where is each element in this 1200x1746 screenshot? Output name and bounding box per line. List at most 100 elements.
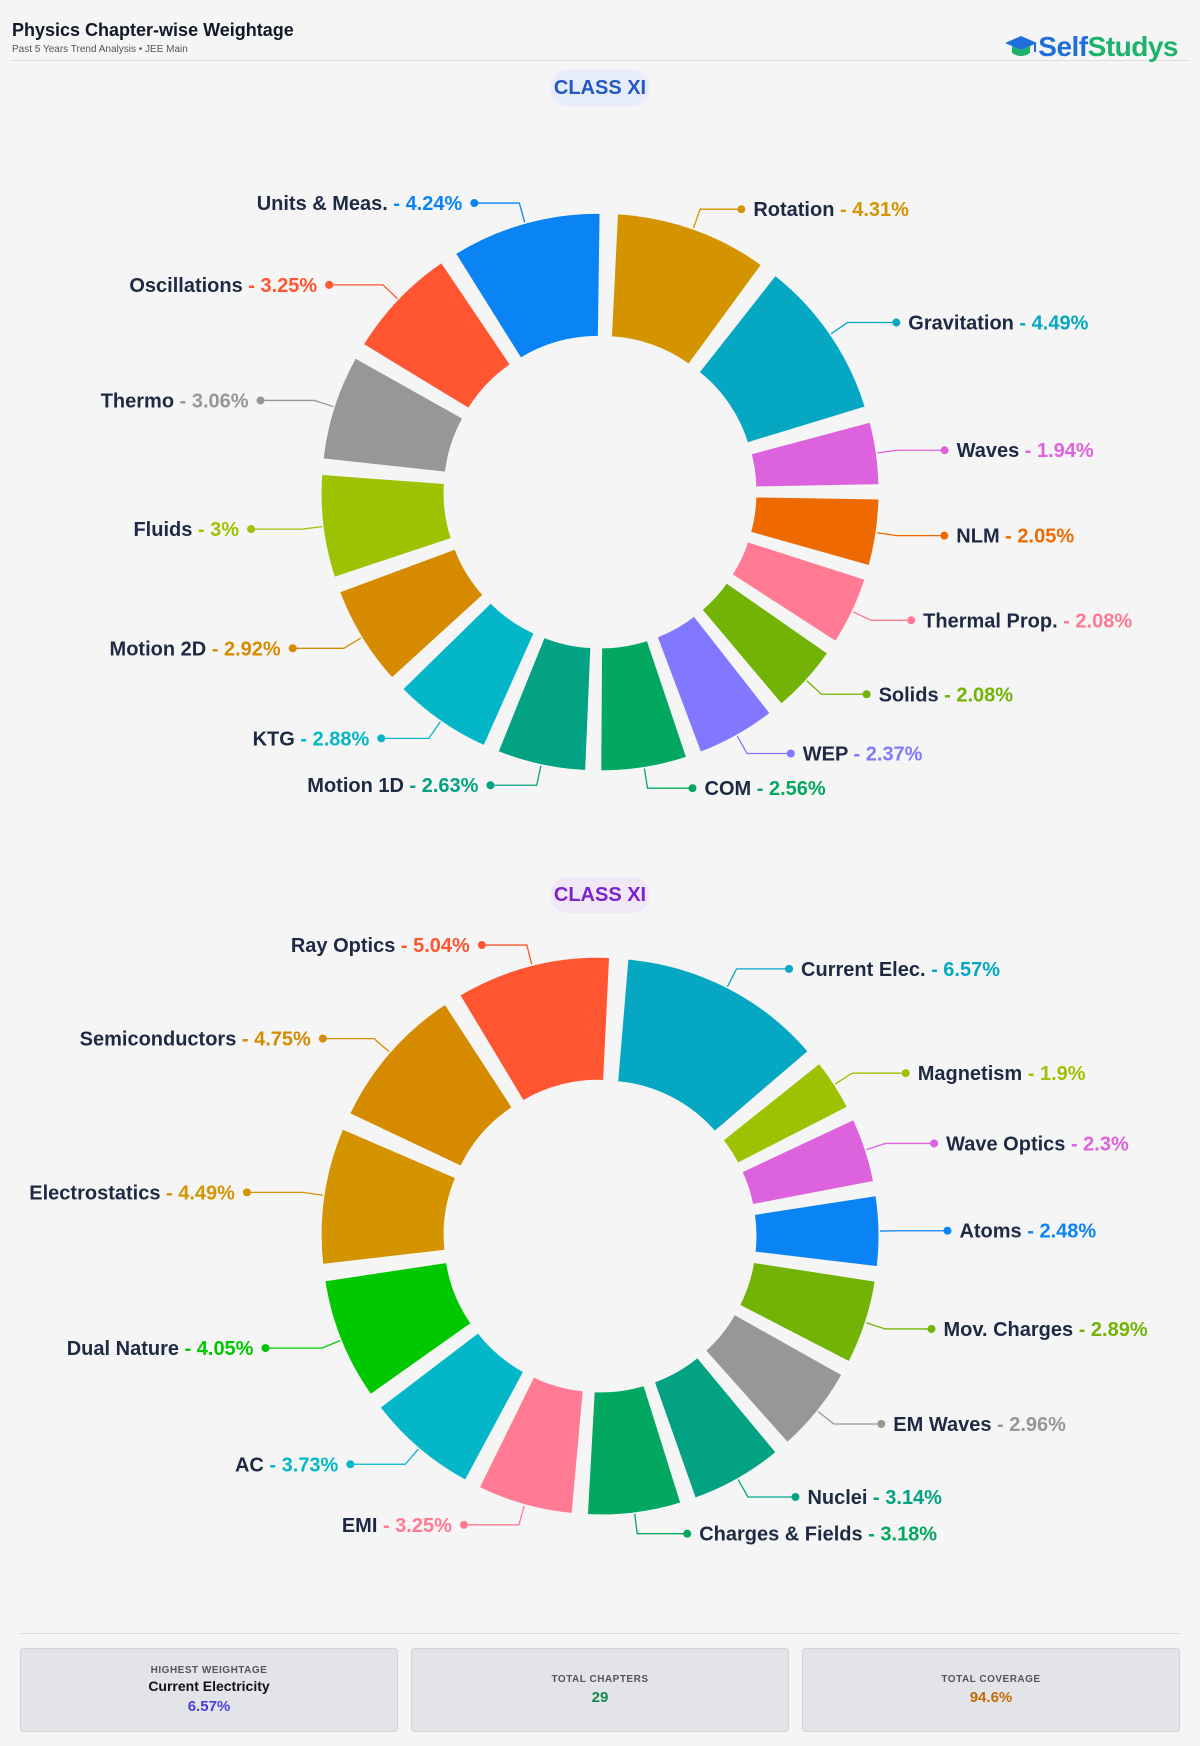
leader-line-units-meas [474, 202, 526, 223]
data-label-thermo: Thermo - 3.06% [101, 390, 249, 412]
data-label-fluids: Fluids - 3% [133, 519, 239, 541]
leader-line-semiconductors [322, 1037, 390, 1053]
leader-dot-units-meas [470, 199, 479, 208]
brand-name-part1: Self [1038, 31, 1088, 62]
slice-wep[interactable] [654, 612, 774, 756]
page-title: Physics Chapter-wise Weightage [12, 20, 294, 40]
slice-units-meas[interactable] [452, 210, 603, 362]
stat-chapter-highest: Current Electricity [148, 1678, 270, 1694]
leader-dot-mov-charges [927, 1324, 936, 1333]
data-label-magnetism: Magnetism - 1.9% [918, 1063, 1086, 1085]
slice-em-waves[interactable] [702, 1311, 846, 1446]
stat-label-coverage: TOTAL COVERAGE [941, 1674, 1041, 1685]
leader-dot-ac [346, 1460, 355, 1469]
slice-ktg[interactable] [399, 599, 538, 749]
leader-dot-em-waves [877, 1419, 886, 1428]
slice-thermal-prop[interactable] [728, 538, 869, 645]
slice-motion-2d[interactable] [336, 545, 487, 682]
data-label-solids: Solids - 2.08% [879, 684, 1014, 706]
slice-oscillations[interactable] [360, 259, 514, 412]
stat-value-highest: 6.57% [187, 1698, 231, 1715]
leader-line-ac [350, 1448, 419, 1465]
brand-name: SelfStudys [1038, 31, 1178, 63]
chart-title-class-xii: CLASS XI [550, 877, 650, 913]
graduation-cap-icon [1005, 36, 1038, 56]
leader-dot-wave-optics [930, 1139, 939, 1148]
leader-dot-fluids [247, 525, 256, 534]
data-label-com: COM - 2.56% [705, 778, 826, 800]
stat-value-coverage: 94.6% [969, 1689, 1013, 1706]
slice-thermo[interactable] [320, 354, 467, 475]
slice-solids[interactable] [698, 579, 832, 708]
data-label-emi: EMI - 3.25% [342, 1515, 452, 1537]
data-label-thermal-prop: Thermal Prop. - 2.08% [923, 610, 1132, 632]
slice-waves[interactable] [748, 419, 882, 490]
data-label-nlm: NLM - 2.05% [956, 526, 1074, 548]
slice-nuclei[interactable] [651, 1354, 780, 1502]
data-label-wep: WEP - 2.37% [803, 743, 923, 765]
page-subtitle: Past 5 Years Trend Analysis • JEE Main [12, 44, 188, 55]
slice-ray-optics[interactable] [456, 954, 613, 1105]
data-label-charges-fields: Charges & Fields - 3.18% [699, 1524, 937, 1546]
brand-logo[interactable]: SelfStudys [1004, 31, 1179, 63]
leader-dot-com [688, 784, 697, 793]
leader-line-motion-1d [490, 765, 542, 786]
leader-dot-thermal-prop [907, 616, 916, 625]
data-label-ktg: KTG - 2.88% [253, 728, 370, 750]
data-label-wave-optics: Wave Optics - 2.3% [946, 1133, 1129, 1155]
slice-dual-nature[interactable] [322, 1259, 475, 1398]
stat-label-highest: HIGHEST WEIGHTAGE [150, 1665, 268, 1676]
leader-line-thermal-prop [852, 611, 912, 621]
stat-card-chapters: TOTAL CHAPTERS 29 [411, 1648, 789, 1732]
leader-dot-nlm [940, 531, 949, 540]
leader-line-ktg [381, 721, 441, 740]
leader-dot-oscillations [325, 280, 334, 289]
leader-line-oscillations [329, 284, 398, 300]
leader-dot-waves [940, 446, 949, 455]
leader-line-gravitation [830, 321, 897, 335]
leader-line-nlm [876, 532, 945, 537]
leader-line-mov-charges [866, 1322, 932, 1330]
leader-dot-atoms [943, 1226, 952, 1235]
slice-rotation[interactable] [608, 211, 765, 368]
slice-ac[interactable] [376, 1329, 527, 1484]
slice-magnetism[interactable] [719, 1059, 851, 1167]
leader-dot-magnetism [901, 1069, 910, 1078]
leader-line-fluids [251, 525, 323, 530]
page-header: Physics Chapter-wise Weightage Past 5 Ye… [12, 20, 1188, 63]
leader-line-em-waves [817, 1410, 882, 1425]
data-label-motion-1d: Motion 1D - 2.63% [307, 775, 478, 797]
data-label-em-waves: EM Waves - 2.96% [893, 1414, 1066, 1436]
leader-dot-rotation [737, 205, 746, 214]
slice-wave-optics[interactable] [738, 1116, 877, 1208]
slice-mov-charges[interactable] [736, 1259, 879, 1365]
slice-current-elec[interactable] [614, 956, 812, 1135]
leader-line-magnetism [834, 1072, 906, 1085]
data-label-atoms: Atoms - 2.48% [959, 1221, 1096, 1243]
brand-name-part2: Studys [1087, 31, 1179, 62]
leader-dot-ktg [377, 734, 386, 743]
chart-title-class-xi: CLASS XI [550, 70, 650, 106]
leader-dot-thermo [256, 396, 265, 405]
slice-motion-1d[interactable] [494, 634, 594, 774]
slice-semiconductors[interactable] [346, 1000, 516, 1170]
slice-electrostatics[interactable] [318, 1125, 459, 1268]
leader-line-thermo [260, 399, 334, 408]
leader-line-waves [877, 449, 945, 454]
leader-line-rotation [692, 208, 742, 229]
slice-fluids[interactable] [318, 471, 455, 581]
slice-gravitation[interactable] [695, 272, 869, 446]
data-label-ac: AC - 3.73% [235, 1454, 339, 1476]
slice-charges-fields[interactable] [584, 1382, 684, 1518]
slice-atoms[interactable] [751, 1192, 882, 1270]
leader-dot-semiconductors [318, 1034, 327, 1043]
leader-line-solids [806, 680, 867, 695]
slice-nlm[interactable] [747, 494, 882, 569]
leader-line-com [643, 768, 693, 789]
slice-com[interactable] [598, 637, 690, 774]
data-label-waves: Waves - 1.94% [957, 440, 1094, 462]
divider [20, 1633, 1180, 1634]
leader-dot-current-elec [785, 964, 794, 973]
slice-emi[interactable] [476, 1373, 586, 1517]
data-label-motion-2d: Motion 2D - 2.92% [110, 638, 281, 660]
